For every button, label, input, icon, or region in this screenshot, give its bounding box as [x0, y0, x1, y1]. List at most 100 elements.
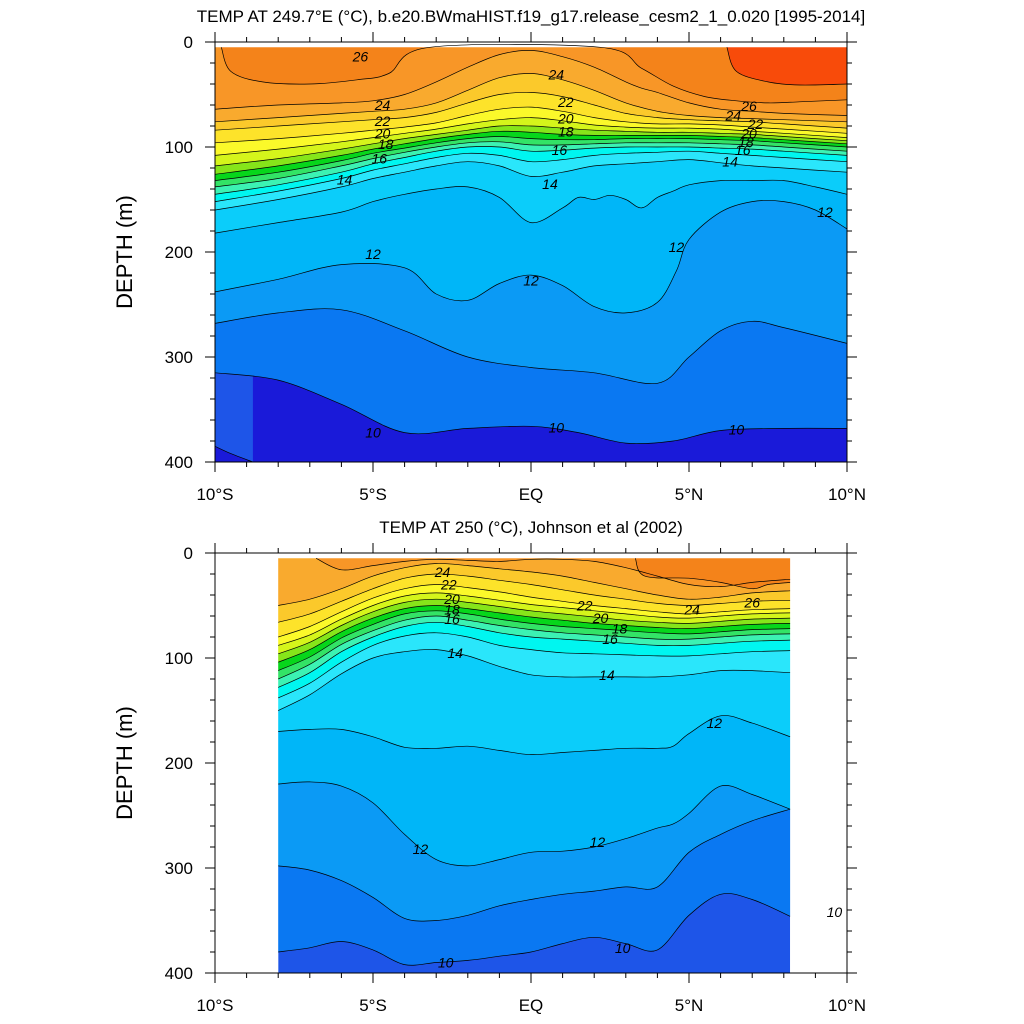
x-tick-label: 5°N — [675, 485, 704, 504]
isoline-24 — [278, 563, 791, 606]
isoline-11 — [215, 308, 847, 385]
contour-label: 18 — [444, 602, 460, 618]
isoline-14 — [278, 649, 791, 711]
x-tick-label: EQ — [519, 485, 544, 504]
contour-label: 24 — [434, 564, 451, 580]
contour-label: 16 — [552, 142, 568, 158]
isoline-17 — [278, 615, 791, 680]
contour-label: 12 — [413, 841, 429, 857]
panel-model-axes: 10°S 5°S EQ 5°N 10°N 0 100 200 300 400 — [165, 32, 866, 504]
contour-label: 12 — [706, 715, 722, 731]
contour-label: 22 — [440, 577, 457, 593]
contour-label: 10 — [729, 421, 745, 437]
contour-label: 14 — [542, 176, 558, 192]
contour-label: 10 — [827, 904, 843, 920]
contour-label: 20 — [443, 591, 460, 607]
isoline-14 — [215, 159, 847, 211]
isoline-18 — [215, 136, 847, 181]
contour-label: 14 — [722, 154, 738, 170]
isoline-10 — [278, 893, 791, 966]
contour-label: 26 — [743, 594, 760, 610]
panel-observed-axes: 10°S 5°S EQ 5°N 10°N 0 100 200 300 400 — [165, 543, 866, 1015]
contour-label: 10 — [365, 425, 381, 441]
contour-label: 18 — [612, 621, 628, 637]
contour-label: 26 — [352, 49, 369, 65]
panel-observed: TEMP AT 250 (°C), Johnson et al (2002) 2… — [112, 518, 866, 1015]
contour-label: 20 — [374, 125, 391, 141]
isoline-17 — [215, 141, 847, 188]
panel-model-ylabel: DEPTH (m) — [112, 195, 137, 309]
y-tick-label: 100 — [165, 138, 193, 157]
contour-label: 20 — [592, 610, 609, 626]
contour-label: 10 — [615, 940, 631, 956]
x-tick-label: 10°S — [196, 996, 233, 1015]
isoline-13 — [278, 715, 791, 756]
panel-observed-title: TEMP AT 250 (°C), Johnson et al (2002) — [379, 518, 683, 537]
x-tick-label: 5°N — [675, 996, 704, 1015]
no-data-top — [215, 553, 847, 559]
isoline-25 — [315, 557, 791, 588]
contour-label: 18 — [378, 136, 394, 152]
contour-label: 22 — [374, 113, 391, 129]
isoline-11 — [278, 808, 791, 922]
contour-label: 12 — [590, 834, 606, 850]
y-tick-label: 200 — [165, 754, 193, 773]
isoline-19 — [278, 605, 791, 663]
isoline-22 — [278, 584, 791, 638]
contour-label: 24 — [547, 67, 564, 83]
contour-label: 24 — [374, 97, 391, 113]
contour-label: 16 — [372, 151, 388, 167]
contour-label: 16 — [735, 142, 751, 158]
isoline-21 — [278, 592, 791, 646]
isoline-9 — [215, 445, 254, 462]
contour-band-27 — [726, 45, 847, 86]
isoline-20 — [215, 125, 847, 167]
contour-label: 24 — [683, 602, 700, 618]
y-tick-label: 300 — [165, 348, 193, 367]
isoline-26 — [634, 558, 791, 590]
x-tick-label: 5°S — [359, 996, 387, 1015]
isoline-20 — [278, 598, 791, 655]
y-tick-label: 400 — [165, 964, 193, 983]
x-tick-label: 10°S — [196, 485, 233, 504]
contour-label: 22 — [576, 598, 593, 614]
contour-label: 20 — [557, 111, 574, 127]
contour-label: 14 — [599, 667, 615, 683]
isoline-25 — [215, 50, 847, 116]
y-tick-label: 400 — [165, 453, 193, 472]
no-data-left — [215, 553, 279, 973]
x-tick-label: 10°N — [828, 485, 866, 504]
isoline-15 — [215, 150, 847, 202]
isoline-10 — [215, 372, 847, 445]
contour-label: 22 — [557, 94, 574, 110]
panel-model-title: TEMP AT 249.7°E (°C), b.e20.BWmaHIST.f19… — [197, 7, 865, 26]
isoline-22 — [215, 106, 847, 144]
isoline-16 — [215, 146, 847, 195]
panel-observed-ylabel: DEPTH (m) — [112, 706, 137, 820]
panel-model: TEMP AT 249.7°E (°C), b.e20.BWmaHIST.f19… — [112, 7, 866, 504]
y-tick-label: 200 — [165, 243, 193, 262]
contour-label: 18 — [558, 123, 574, 139]
contour-label: 10 — [548, 419, 564, 435]
contour-label: 14 — [447, 645, 463, 661]
contour-band-26 — [221, 44, 847, 103]
contour-label: 12 — [523, 272, 539, 288]
panel-model-contour-labels: 2624222018161424222018161412121212262422… — [337, 49, 833, 441]
contour-label: 10 — [438, 955, 454, 971]
panel-observed-contour-fill — [215, 553, 847, 973]
contour-band-26 — [635, 556, 793, 589]
panel-observed-isolines — [278, 557, 791, 966]
contour-label: 12 — [365, 246, 381, 262]
isoline-23 — [215, 91, 847, 131]
isoline-24 — [215, 73, 847, 123]
x-tick-label: EQ — [519, 996, 544, 1015]
contour-label: 18 — [738, 134, 754, 150]
isoline-21 — [215, 117, 847, 156]
isoline-12 — [215, 200, 847, 314]
isoline-27 — [726, 47, 847, 86]
isoline-13 — [215, 179, 847, 234]
isoline-12 — [278, 781, 791, 867]
isoline-15 — [278, 632, 791, 699]
panel-model-isolines — [215, 43, 847, 462]
